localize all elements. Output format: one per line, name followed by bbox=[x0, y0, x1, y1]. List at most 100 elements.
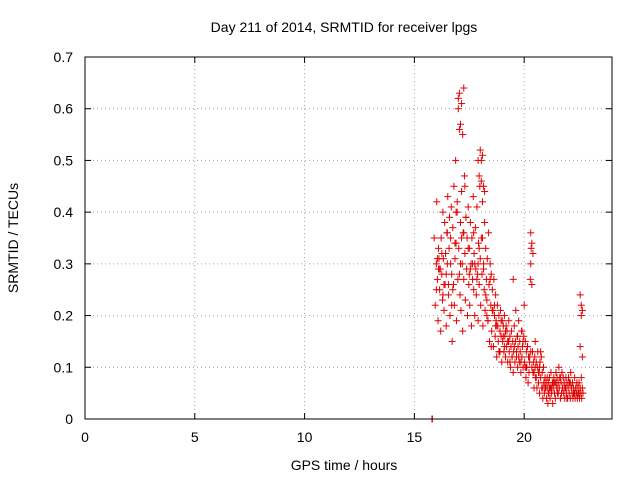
data-point bbox=[485, 281, 493, 289]
data-point bbox=[458, 187, 466, 195]
data-point bbox=[472, 291, 480, 299]
data-point bbox=[456, 291, 464, 299]
data-point bbox=[460, 229, 468, 237]
tick-labels: 0 5 10 15 20 0 0.1 0.2 0.3 0.4 0.5 0.6 0.7 bbox=[54, 49, 533, 445]
data-point bbox=[528, 363, 536, 371]
data-point bbox=[502, 322, 510, 330]
data-point bbox=[497, 317, 505, 325]
data-point bbox=[453, 208, 461, 216]
data-point bbox=[544, 389, 552, 397]
data-point bbox=[437, 234, 445, 242]
data-point bbox=[498, 358, 506, 366]
data-point bbox=[482, 244, 490, 252]
data-point bbox=[478, 198, 486, 206]
data-point bbox=[456, 218, 464, 226]
data-point bbox=[450, 182, 458, 190]
data-point bbox=[454, 94, 462, 102]
data-point bbox=[527, 348, 535, 356]
data-point bbox=[433, 255, 441, 263]
data-point bbox=[502, 327, 510, 335]
data-point bbox=[550, 379, 558, 387]
data-point bbox=[473, 203, 481, 211]
data-point bbox=[482, 291, 490, 299]
x-tick-label: 10 bbox=[297, 429, 313, 445]
data-point bbox=[460, 275, 468, 283]
data-point bbox=[433, 275, 441, 283]
data-point bbox=[527, 229, 535, 237]
data-point bbox=[487, 270, 495, 278]
data-point bbox=[473, 275, 481, 283]
data-point bbox=[475, 172, 483, 180]
data-point bbox=[437, 327, 445, 335]
data-point bbox=[471, 260, 479, 268]
data-point bbox=[474, 317, 482, 325]
data-point bbox=[577, 312, 585, 320]
data-point bbox=[446, 213, 454, 221]
data-point bbox=[571, 374, 579, 382]
data-point bbox=[479, 322, 487, 330]
data-point bbox=[481, 218, 489, 226]
data-point bbox=[477, 177, 485, 185]
data-point bbox=[486, 275, 494, 283]
data-point bbox=[476, 255, 484, 263]
data-point bbox=[537, 353, 545, 361]
data-point bbox=[442, 322, 450, 330]
chart-title: Day 211 of 2014, SRMTID for receiver lpg… bbox=[211, 19, 478, 35]
data-point bbox=[470, 286, 478, 294]
data-point bbox=[563, 394, 571, 402]
data-point bbox=[465, 281, 473, 289]
data-point bbox=[507, 363, 515, 371]
data-point bbox=[559, 384, 567, 392]
data-point bbox=[500, 312, 508, 320]
data-point bbox=[457, 306, 465, 314]
data-point bbox=[476, 146, 484, 154]
data-point bbox=[447, 234, 455, 242]
data-point bbox=[453, 317, 461, 325]
data-point bbox=[466, 301, 474, 309]
data-point bbox=[475, 281, 483, 289]
data-point bbox=[469, 193, 477, 201]
data-point bbox=[447, 203, 455, 211]
data-point bbox=[430, 234, 438, 242]
data-point bbox=[576, 291, 584, 299]
x-tick-label: 5 bbox=[191, 429, 199, 445]
data-point bbox=[465, 270, 473, 278]
data-point bbox=[504, 337, 512, 345]
data-point bbox=[558, 368, 566, 376]
data-point bbox=[508, 353, 516, 361]
data-point bbox=[432, 260, 440, 268]
data-point bbox=[444, 281, 452, 289]
data-point bbox=[485, 337, 493, 345]
data-point bbox=[449, 224, 457, 232]
y-tick-label: 0.5 bbox=[54, 152, 74, 168]
data-point bbox=[458, 100, 466, 108]
data-point bbox=[522, 374, 530, 382]
data-point bbox=[577, 374, 585, 382]
y-tick-label: 0.1 bbox=[54, 359, 74, 375]
data-point bbox=[572, 384, 580, 392]
data-point bbox=[432, 286, 440, 294]
data-point bbox=[520, 332, 528, 340]
data-point bbox=[451, 255, 459, 263]
data-point bbox=[435, 244, 443, 252]
data-point bbox=[481, 187, 489, 195]
data-point bbox=[574, 389, 582, 397]
data-point bbox=[474, 239, 482, 247]
data-point bbox=[433, 198, 441, 206]
data-point bbox=[453, 198, 461, 206]
data-point bbox=[455, 89, 463, 97]
data-point bbox=[517, 368, 525, 376]
data-point bbox=[474, 156, 482, 164]
data-point bbox=[431, 301, 439, 309]
data-point bbox=[499, 332, 507, 340]
data-point bbox=[519, 337, 527, 345]
data-point bbox=[447, 260, 455, 268]
data-point bbox=[443, 229, 451, 237]
data-point bbox=[471, 312, 479, 320]
data-point bbox=[518, 327, 526, 335]
data-point bbox=[480, 182, 488, 190]
data-point bbox=[454, 105, 462, 113]
data-point bbox=[486, 260, 494, 268]
data-point bbox=[461, 296, 469, 304]
